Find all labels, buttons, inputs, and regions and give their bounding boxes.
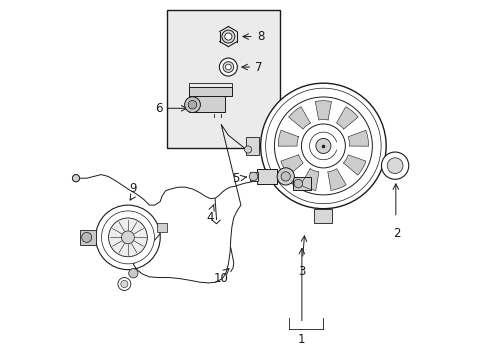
Polygon shape [336,107,357,129]
Polygon shape [278,130,298,146]
Circle shape [277,168,294,185]
Bar [80,230,96,244]
Circle shape [118,278,131,291]
Polygon shape [315,101,331,120]
Polygon shape [288,107,310,129]
Text: 7: 7 [255,60,262,73]
Polygon shape [300,169,318,190]
Circle shape [224,33,231,40]
Circle shape [386,158,402,174]
Bar [167,10,280,148]
Circle shape [121,280,128,288]
Circle shape [184,97,200,113]
Circle shape [381,152,408,179]
Bar [249,172,257,181]
Circle shape [72,175,80,182]
Bar [292,177,310,190]
Circle shape [81,232,92,242]
Circle shape [128,269,138,278]
Circle shape [223,62,233,72]
Circle shape [222,30,234,43]
Polygon shape [327,169,346,190]
Circle shape [249,172,257,181]
Bar [246,137,258,155]
Circle shape [108,218,147,257]
Circle shape [260,83,386,209]
Text: 4: 4 [206,211,214,224]
Circle shape [72,175,80,182]
Circle shape [265,88,380,204]
Text: 9: 9 [129,183,136,195]
Text: 1: 1 [298,333,305,346]
Circle shape [315,138,330,153]
Polygon shape [343,155,365,175]
Circle shape [102,211,154,264]
Circle shape [274,97,371,195]
Polygon shape [280,155,303,175]
Bar [257,168,276,184]
Circle shape [225,64,231,70]
Circle shape [244,146,251,153]
Text: 10: 10 [213,272,228,285]
Bar [156,223,167,232]
Circle shape [281,172,290,181]
Circle shape [301,124,345,168]
Bar [188,94,224,112]
Bar [314,209,332,223]
Circle shape [188,100,196,109]
Text: 5: 5 [231,172,239,185]
Circle shape [96,205,160,270]
Text: 8: 8 [256,30,264,43]
Circle shape [121,231,134,244]
Circle shape [293,179,302,188]
Circle shape [219,58,237,76]
Bar [188,87,231,96]
Text: 6: 6 [154,102,162,115]
Polygon shape [347,130,368,146]
Text: 2: 2 [392,227,400,240]
Text: 3: 3 [298,265,305,278]
